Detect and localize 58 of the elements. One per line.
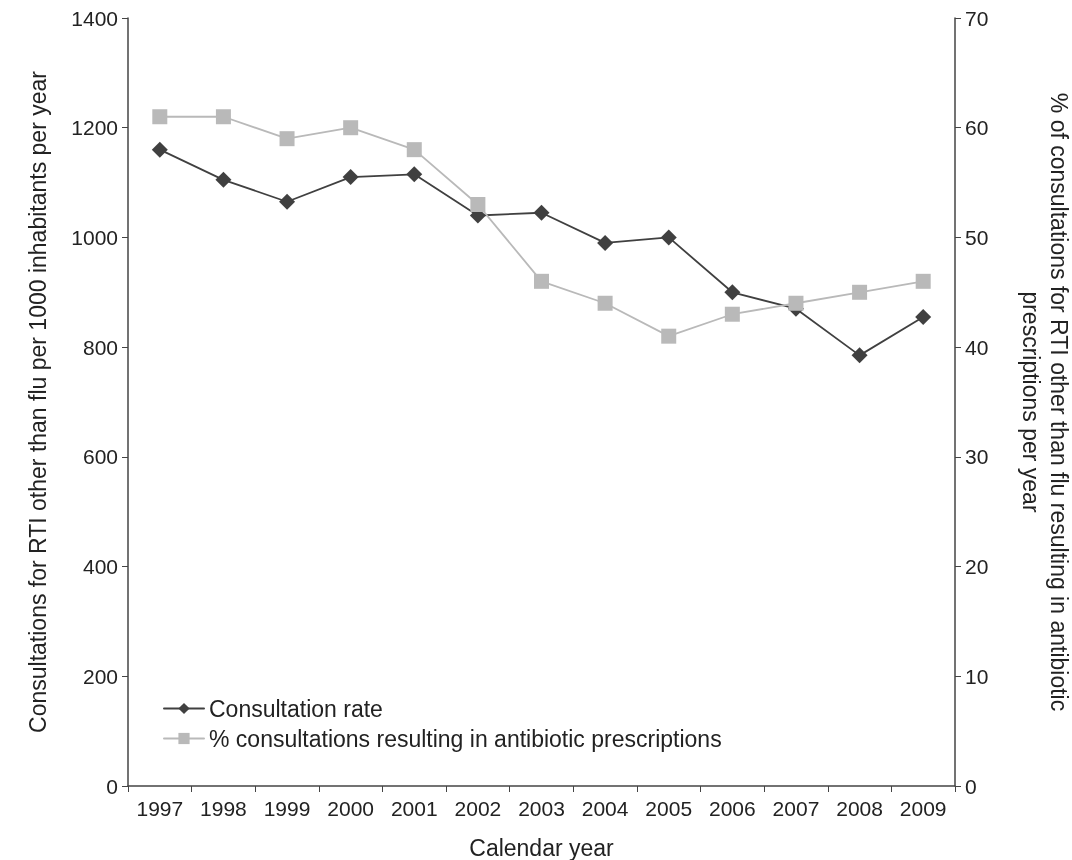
y-tick-label: 1400 — [71, 6, 118, 30]
y-tick-label: 200 — [82, 664, 118, 688]
point — [915, 273, 931, 289]
x-tick-label: 2002 — [454, 797, 502, 820]
point — [851, 347, 868, 364]
point — [661, 328, 677, 344]
point — [215, 109, 231, 125]
x-tick-label: 2007 — [772, 797, 820, 820]
x-tick-label: 1997 — [136, 797, 184, 820]
point — [279, 131, 295, 147]
legend-label: % consultations resulting in antibiotic prescriptions — [209, 725, 722, 752]
y2-tick-label: 70 — [965, 6, 989, 30]
y-axis-title: Consultations for RTI other than flu per 1000 inhabitants per year — [25, 70, 51, 733]
y-tick-label: 600 — [82, 445, 118, 469]
point — [724, 306, 740, 322]
point — [915, 308, 932, 325]
point — [152, 109, 168, 125]
point — [534, 273, 549, 289]
y2-tick-label: 40 — [965, 335, 989, 359]
point — [597, 234, 614, 251]
point — [788, 295, 804, 311]
point — [279, 193, 296, 210]
point — [151, 141, 168, 158]
y2-tick-label: 50 — [965, 225, 989, 249]
y2-tick-label: 60 — [965, 116, 989, 140]
y-tick-label: 0 — [106, 774, 118, 798]
y2-tick-label: 0 — [965, 774, 977, 798]
x-tick-label: 2004 — [581, 797, 629, 820]
x-tick-label: 1999 — [263, 797, 311, 820]
x-tick-label: 2006 — [708, 797, 756, 820]
y-tick-label: 1000 — [71, 225, 118, 249]
x-tick-label: 2003 — [518, 797, 565, 820]
y-tick-label: 400 — [82, 555, 118, 579]
point — [597, 295, 613, 311]
x-tick-label: 2001 — [390, 797, 438, 820]
x-tick-label: 2009 — [899, 797, 947, 820]
x-tick-label: 1998 — [200, 797, 247, 820]
point — [533, 204, 550, 221]
point — [342, 169, 359, 186]
y-tick-label: 1200 — [71, 116, 118, 140]
point — [406, 166, 423, 183]
point — [852, 284, 868, 300]
y2-axis-title: % of consultations for RTI other than flu resulting in antibiotic prescriptions per year — [1018, 92, 1072, 712]
y-tick-label: 800 — [82, 335, 118, 359]
x-tick-label: 2005 — [645, 797, 693, 820]
y2-tick-label: 20 — [965, 555, 989, 579]
point — [660, 229, 677, 246]
point — [470, 197, 486, 213]
point — [215, 171, 232, 188]
point — [724, 284, 741, 301]
x-tick-label: 2000 — [327, 797, 375, 820]
y2-tick-label: 10 — [965, 664, 989, 688]
point — [343, 120, 359, 136]
point — [406, 142, 422, 158]
x-axis-title: Calendar year — [469, 834, 615, 860]
legend-label: Consultation rate — [209, 695, 383, 722]
x-tick-label: 2008 — [836, 797, 883, 820]
y2-tick-label: 30 — [965, 445, 989, 469]
